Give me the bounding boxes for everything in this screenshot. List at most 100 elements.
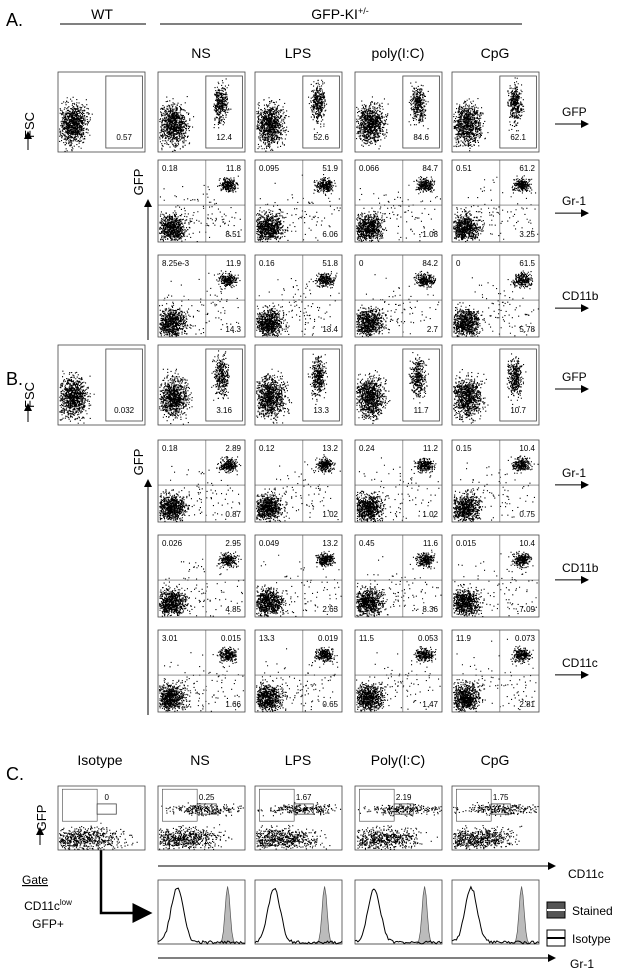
isotype-histogram bbox=[451, 885, 540, 945]
dot-plot: 52.6 bbox=[254, 71, 343, 153]
quadrant-value: 11.8 bbox=[226, 164, 242, 173]
quadrant-value: 61.2 bbox=[519, 164, 535, 173]
corner-value: 89.6 bbox=[359, 839, 375, 848]
corner-value: 95.2 bbox=[259, 839, 275, 848]
quadrant-value: 32.7 bbox=[456, 325, 472, 334]
y-axis-label: GFP bbox=[34, 805, 49, 832]
event-dots bbox=[453, 369, 489, 424]
dot-plot: 099.9 bbox=[57, 785, 146, 851]
quadrant-value: 73.8 bbox=[162, 325, 178, 334]
quadrant-value: 5.78 bbox=[519, 325, 535, 334]
gate bbox=[499, 348, 537, 422]
gate-value: 3.16 bbox=[216, 406, 232, 415]
quadrant-value: 85.3 bbox=[456, 700, 472, 709]
gate-value: 11.7 bbox=[414, 406, 430, 415]
quadrant-value: 0 bbox=[359, 259, 364, 268]
quadrant-value: 1.02 bbox=[422, 510, 438, 519]
event-dots bbox=[510, 645, 534, 665]
quadrant-value: 96.1 bbox=[162, 510, 178, 519]
event-dots bbox=[510, 550, 534, 570]
event-dots bbox=[356, 96, 389, 150]
event-dots bbox=[217, 175, 239, 193]
dot-plot: 0.015 10.4 82.5 7.09 bbox=[451, 534, 540, 618]
gate-value: 1.67 bbox=[296, 793, 312, 802]
event-dots bbox=[456, 176, 539, 241]
y-axis-label: FSC bbox=[22, 382, 37, 408]
quadrant-value: 1.66 bbox=[225, 700, 241, 709]
event-dots bbox=[217, 270, 241, 290]
dot-plot: 2.19 89.6 bbox=[354, 785, 443, 851]
event-dots bbox=[408, 352, 430, 404]
dot-plot: 0.18 2.89 96.1 0.87 bbox=[157, 439, 246, 523]
event-dots bbox=[453, 207, 485, 243]
row-marker: CD11b bbox=[562, 289, 599, 303]
event-dots bbox=[356, 652, 441, 711]
event-dots bbox=[507, 77, 525, 132]
quadrant-value: 0.75 bbox=[519, 510, 535, 519]
event-dots bbox=[511, 175, 533, 194]
quadrant-value: 79.6 bbox=[359, 605, 375, 614]
panel-label: C. bbox=[6, 764, 24, 784]
gate-value: 12.4 bbox=[216, 133, 232, 142]
quadrant-value: 1.08 bbox=[422, 230, 438, 239]
event-dots bbox=[159, 368, 193, 425]
row-marker: CD11c bbox=[562, 656, 598, 670]
dot-plot: 13.3 0.019 86.1 0.65 bbox=[254, 629, 343, 713]
gate bbox=[62, 788, 98, 822]
row-marker: Gr-1 bbox=[562, 466, 586, 480]
event-dots bbox=[413, 270, 437, 288]
column-header: CpG bbox=[481, 45, 510, 61]
event-dots bbox=[314, 646, 338, 665]
quadrant-value: 2.95 bbox=[225, 539, 241, 548]
event-dots bbox=[313, 455, 336, 475]
stained-histogram bbox=[452, 886, 539, 945]
gate bbox=[205, 348, 243, 422]
quadrant-value: 13.2 bbox=[322, 539, 338, 548]
quadrant-value: 51.9 bbox=[322, 164, 338, 173]
quadrant-value: 35.1 bbox=[456, 230, 472, 239]
y-axis-label: GFP bbox=[131, 449, 146, 476]
quadrant-value: 0 bbox=[456, 259, 461, 268]
event-dots bbox=[357, 803, 442, 817]
event-dots bbox=[159, 678, 192, 712]
y-axis-label: GFP bbox=[131, 169, 146, 196]
gate bbox=[302, 348, 340, 422]
wt-header: WT bbox=[91, 6, 113, 22]
gate bbox=[205, 75, 243, 149]
event-dots bbox=[408, 81, 429, 130]
gate-value: 62.1 bbox=[510, 133, 526, 142]
event-dots bbox=[256, 677, 288, 713]
gate bbox=[402, 75, 440, 149]
gate-value: 0.032 bbox=[114, 406, 135, 415]
event-dots bbox=[256, 97, 290, 152]
isotype-histogram bbox=[157, 887, 246, 945]
gate bbox=[162, 788, 198, 822]
plot-frame bbox=[157, 344, 246, 426]
column-header: LPS bbox=[285, 45, 311, 61]
dot-plot: 62.1 bbox=[451, 71, 540, 153]
event-dots bbox=[159, 824, 233, 850]
quadrant-value: 2.81 bbox=[519, 700, 535, 709]
event-dots bbox=[256, 209, 289, 242]
event-dots bbox=[216, 646, 239, 664]
quadrant-value: 0.65 bbox=[322, 700, 338, 709]
quadrant-value: 3.25 bbox=[519, 230, 535, 239]
quadrant-value: 7.09 bbox=[519, 605, 535, 614]
gate-name: GFP+ bbox=[32, 917, 64, 931]
dot-plot: 84.6 bbox=[354, 71, 443, 153]
event-dots bbox=[413, 646, 437, 663]
dot-plot: 1.67 95.2 bbox=[254, 785, 343, 851]
event-dots bbox=[59, 370, 95, 424]
dot-plot: 0.066 84.7 14.2 1.08 bbox=[354, 159, 443, 243]
quadrant-value: 87 bbox=[359, 700, 368, 709]
event-dots bbox=[453, 679, 484, 713]
event-dots bbox=[453, 488, 486, 523]
event-dots bbox=[453, 98, 489, 152]
event-dots bbox=[257, 802, 342, 817]
quadrant-value: 11.2 bbox=[423, 444, 439, 453]
event-dots bbox=[159, 96, 195, 152]
gate-value: 0 bbox=[104, 793, 109, 802]
corner-value: 93.8 bbox=[456, 839, 472, 848]
event-dots bbox=[307, 353, 328, 405]
